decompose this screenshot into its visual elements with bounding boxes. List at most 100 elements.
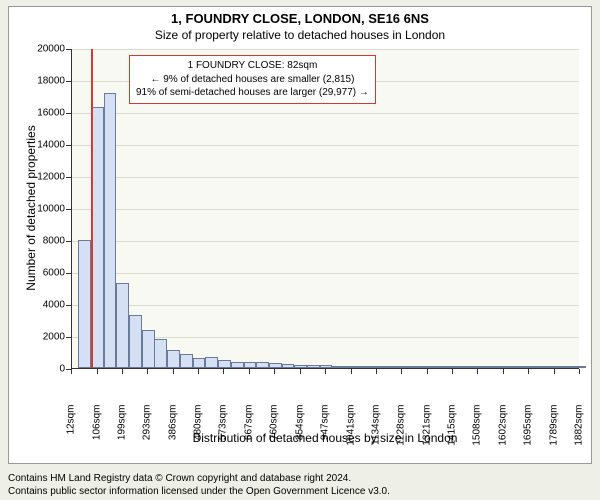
histogram-bar [180,354,193,368]
xtick-mark [71,369,72,374]
histogram-bar [472,366,485,368]
ytick-mark [66,145,71,146]
histogram-bar [142,330,155,368]
histogram-bar [510,366,523,368]
xtick-label: 106sqm [91,405,102,455]
ytick-mark [66,113,71,114]
chart-title: 1, FOUNDRY CLOSE, LONDON, SE16 6NS [9,7,591,26]
ytick-mark [66,81,71,82]
xtick-label: 386sqm [167,405,178,455]
xtick-label: 573sqm [218,405,229,455]
histogram-bar [498,366,511,368]
histogram-bar [548,366,561,368]
histogram-bar [154,339,167,368]
xtick-mark [351,369,352,374]
histogram-bar [574,366,587,368]
ytick-label: 10000 [27,204,65,215]
xtick-mark [452,369,453,374]
xtick-label: 1415sqm [447,405,458,455]
histogram-bar [129,315,142,368]
ytick-mark [66,273,71,274]
gridline-h [72,145,579,146]
gridline-h [72,177,579,178]
histogram-bar [370,366,383,368]
footer-line-2: Contains public sector information licen… [8,485,592,498]
histogram-bar [358,366,371,368]
xtick-label: 1695sqm [523,405,534,455]
xtick-mark [249,369,250,374]
gridline-h [72,113,579,114]
xtick-label: 1134sqm [370,405,381,455]
gridline-h [72,241,579,242]
ytick-mark [66,49,71,50]
histogram-bar [307,365,320,368]
histogram-bar [485,366,498,368]
gridline-h [72,209,579,210]
ytick-label: 16000 [27,108,65,119]
histogram-bar [116,283,129,368]
xtick-mark [122,369,123,374]
annotation-line: 91% of semi-detached houses are larger (… [136,86,369,100]
annotation-line: ← 9% of detached houses are smaller (2,8… [136,73,369,87]
xtick-mark [528,369,529,374]
histogram-bar [218,360,231,368]
chart-subtitle: Size of property relative to detached ho… [9,26,591,44]
histogram-bar [536,366,549,368]
histogram-bar [332,366,345,368]
histogram-bar [523,366,536,368]
ytick-mark [66,177,71,178]
histogram-bar [205,357,218,368]
xtick-label: 1041sqm [345,405,356,455]
ytick-label: 0 [27,364,65,375]
xtick-mark [147,369,148,374]
xtick-mark [173,369,174,374]
histogram-bar [320,365,333,368]
xtick-label: 854sqm [294,405,305,455]
xtick-mark [300,369,301,374]
xtick-mark [97,369,98,374]
histogram-bar [231,362,244,368]
xtick-label: 1228sqm [396,405,407,455]
histogram-bar [561,366,574,368]
histogram-bar [345,366,358,368]
histogram-bar [282,364,295,368]
xtick-label: 1508sqm [472,405,483,455]
histogram-bar [167,350,180,368]
ytick-mark [66,337,71,338]
ytick-label: 14000 [27,140,65,151]
histogram-bar [78,240,91,368]
ytick-label: 18000 [27,76,65,87]
xtick-mark [376,369,377,374]
marker-line [91,49,93,368]
histogram-bar [244,362,257,368]
histogram-bar [193,358,206,368]
gridline-h [72,273,579,274]
xtick-mark [198,369,199,374]
annotation-line: 1 FOUNDRY CLOSE: 82sqm [136,59,369,73]
histogram-bar [459,366,472,368]
xtick-mark [554,369,555,374]
histogram-bar [421,366,434,368]
xtick-mark [503,369,504,374]
xtick-mark [401,369,402,374]
histogram-bar [383,366,396,368]
footer-line-1: Contains HM Land Registry data © Crown c… [8,472,592,485]
gridline-h [72,49,579,50]
xtick-label: 199sqm [116,405,127,455]
ytick-label: 12000 [27,172,65,183]
histogram-bar [408,366,421,368]
xtick-mark [274,369,275,374]
xtick-label: 480sqm [193,405,204,455]
xtick-label: 12sqm [66,405,77,455]
ytick-label: 4000 [27,300,65,311]
xtick-label: 667sqm [243,405,254,455]
histogram-bar [434,366,447,368]
ytick-mark [66,241,71,242]
xtick-mark [427,369,428,374]
ytick-mark [66,209,71,210]
ytick-mark [66,305,71,306]
xtick-label: 760sqm [269,405,280,455]
xtick-mark [325,369,326,374]
xtick-label: 1321sqm [421,405,432,455]
xtick-mark [477,369,478,374]
